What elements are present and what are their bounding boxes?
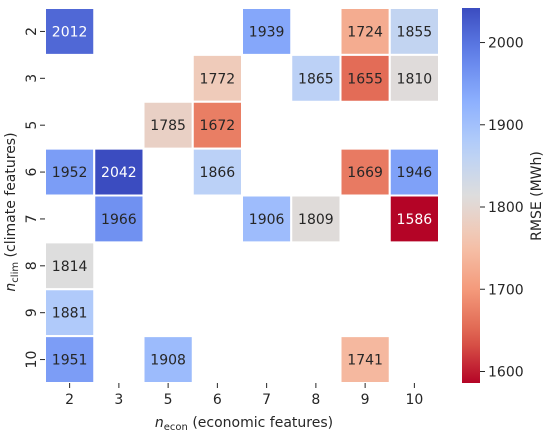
cell-value-label: 1586 xyxy=(397,212,433,228)
colorbar-tick-label: 1900 xyxy=(488,118,524,134)
x-tick-label: 2 xyxy=(65,392,74,408)
cell-value-label: 1809 xyxy=(298,212,334,228)
heatmap-cell xyxy=(388,53,440,103)
colorbar-label: RMSE (MWh) xyxy=(529,151,545,241)
colorbar-ticks: 1600 1700 1800 1900 2000 xyxy=(480,36,524,380)
colorbar-tick-label: 1700 xyxy=(488,282,524,298)
cell-value-label: 1655 xyxy=(347,71,383,87)
y-axis-label: nclim (climate features) xyxy=(3,132,21,291)
x-tick-label: 10 xyxy=(405,392,423,408)
x-axis-label-text: (economic features) xyxy=(188,415,333,431)
heatmap-cell xyxy=(388,194,440,244)
y-axis-ticks: 2 3 5 6 7 8 9 10 xyxy=(24,27,45,369)
heatmap-cell xyxy=(388,7,440,56)
cell-value-label: 1785 xyxy=(150,118,186,134)
heatmap-cell xyxy=(290,53,342,103)
heatmap-cell xyxy=(93,194,145,244)
cell-value-label: 1669 xyxy=(347,165,383,181)
cell-value-label: 1672 xyxy=(200,118,236,134)
heatmap-cell xyxy=(241,194,293,244)
heatmap-cell xyxy=(191,147,243,197)
y-axis-label-text: (climate features) xyxy=(3,132,19,261)
cell-value-label: 1741 xyxy=(347,353,383,369)
colorbar-tick-label: 2000 xyxy=(488,36,524,52)
cell-value-label: 1908 xyxy=(150,353,186,369)
x-tick-label: 6 xyxy=(213,392,222,408)
x-axis-label: necon (economic features) xyxy=(155,415,333,433)
heatmap-cell xyxy=(339,335,391,384)
heatmap-cell xyxy=(93,147,145,197)
cell-value-label: 1952 xyxy=(52,165,88,181)
x-tick-label: 3 xyxy=(114,392,123,408)
cell-value-label: 2012 xyxy=(52,24,88,40)
cell-value-label: 1881 xyxy=(52,306,88,322)
colorbar-tick-label: 1600 xyxy=(488,364,524,380)
colorbar-tick-label: 1800 xyxy=(488,200,524,216)
cell-value-label: 2042 xyxy=(101,165,137,181)
x-axis-label-prefix: n xyxy=(155,415,164,431)
cell-value-label: 1906 xyxy=(249,212,285,228)
y-tick-label: 3 xyxy=(24,74,40,83)
heatmap-cells: 2012 1939 1724 1855 1772 1865 1655 1810 1785 1672… xyxy=(44,7,440,384)
cell-value-label: 1724 xyxy=(347,24,383,40)
cell-value-label: 1810 xyxy=(397,71,433,87)
heatmap-cell xyxy=(290,194,342,244)
heatmap-cell xyxy=(339,147,391,197)
y-axis-label-subscript: clim xyxy=(10,262,21,283)
cell-value-label: 1951 xyxy=(52,353,88,369)
y-tick-label: 7 xyxy=(24,214,40,223)
y-tick-label: 9 xyxy=(24,308,40,317)
cell-value-label: 1814 xyxy=(52,259,88,275)
x-tick-label: 7 xyxy=(262,392,271,408)
cell-value-label: 1939 xyxy=(249,24,285,40)
heatmap-cell xyxy=(191,100,243,150)
y-tick-label: 8 xyxy=(24,261,40,270)
x-axis-label-subscript: econ xyxy=(164,422,188,433)
cell-value-label: 1946 xyxy=(397,165,433,181)
heatmap-cell xyxy=(142,335,194,384)
heatmap-cell xyxy=(44,335,96,384)
x-tick-label: 9 xyxy=(361,392,370,408)
y-tick-label: 6 xyxy=(24,168,40,177)
cell-value-label: 1772 xyxy=(200,71,236,87)
x-tick-label: 5 xyxy=(164,392,173,408)
y-axis-label-prefix: n xyxy=(3,283,19,292)
heatmap-cell xyxy=(44,241,96,291)
colorbar xyxy=(462,8,480,383)
x-axis-ticks: 2 3 5 6 7 8 9 10 xyxy=(65,383,423,408)
x-tick-label: 8 xyxy=(311,392,320,408)
y-tick-label: 5 xyxy=(24,121,40,130)
cell-value-label: 1865 xyxy=(298,71,334,87)
y-tick-label: 10 xyxy=(24,351,40,369)
heatmap-cell xyxy=(339,53,391,103)
cell-value-label: 1866 xyxy=(200,165,236,181)
cell-value-label: 1855 xyxy=(397,24,433,40)
heatmap-cell xyxy=(241,7,293,56)
y-tick-label: 2 xyxy=(24,27,40,36)
cell-value-label: 1966 xyxy=(101,212,137,228)
heatmap-cell xyxy=(142,100,194,150)
